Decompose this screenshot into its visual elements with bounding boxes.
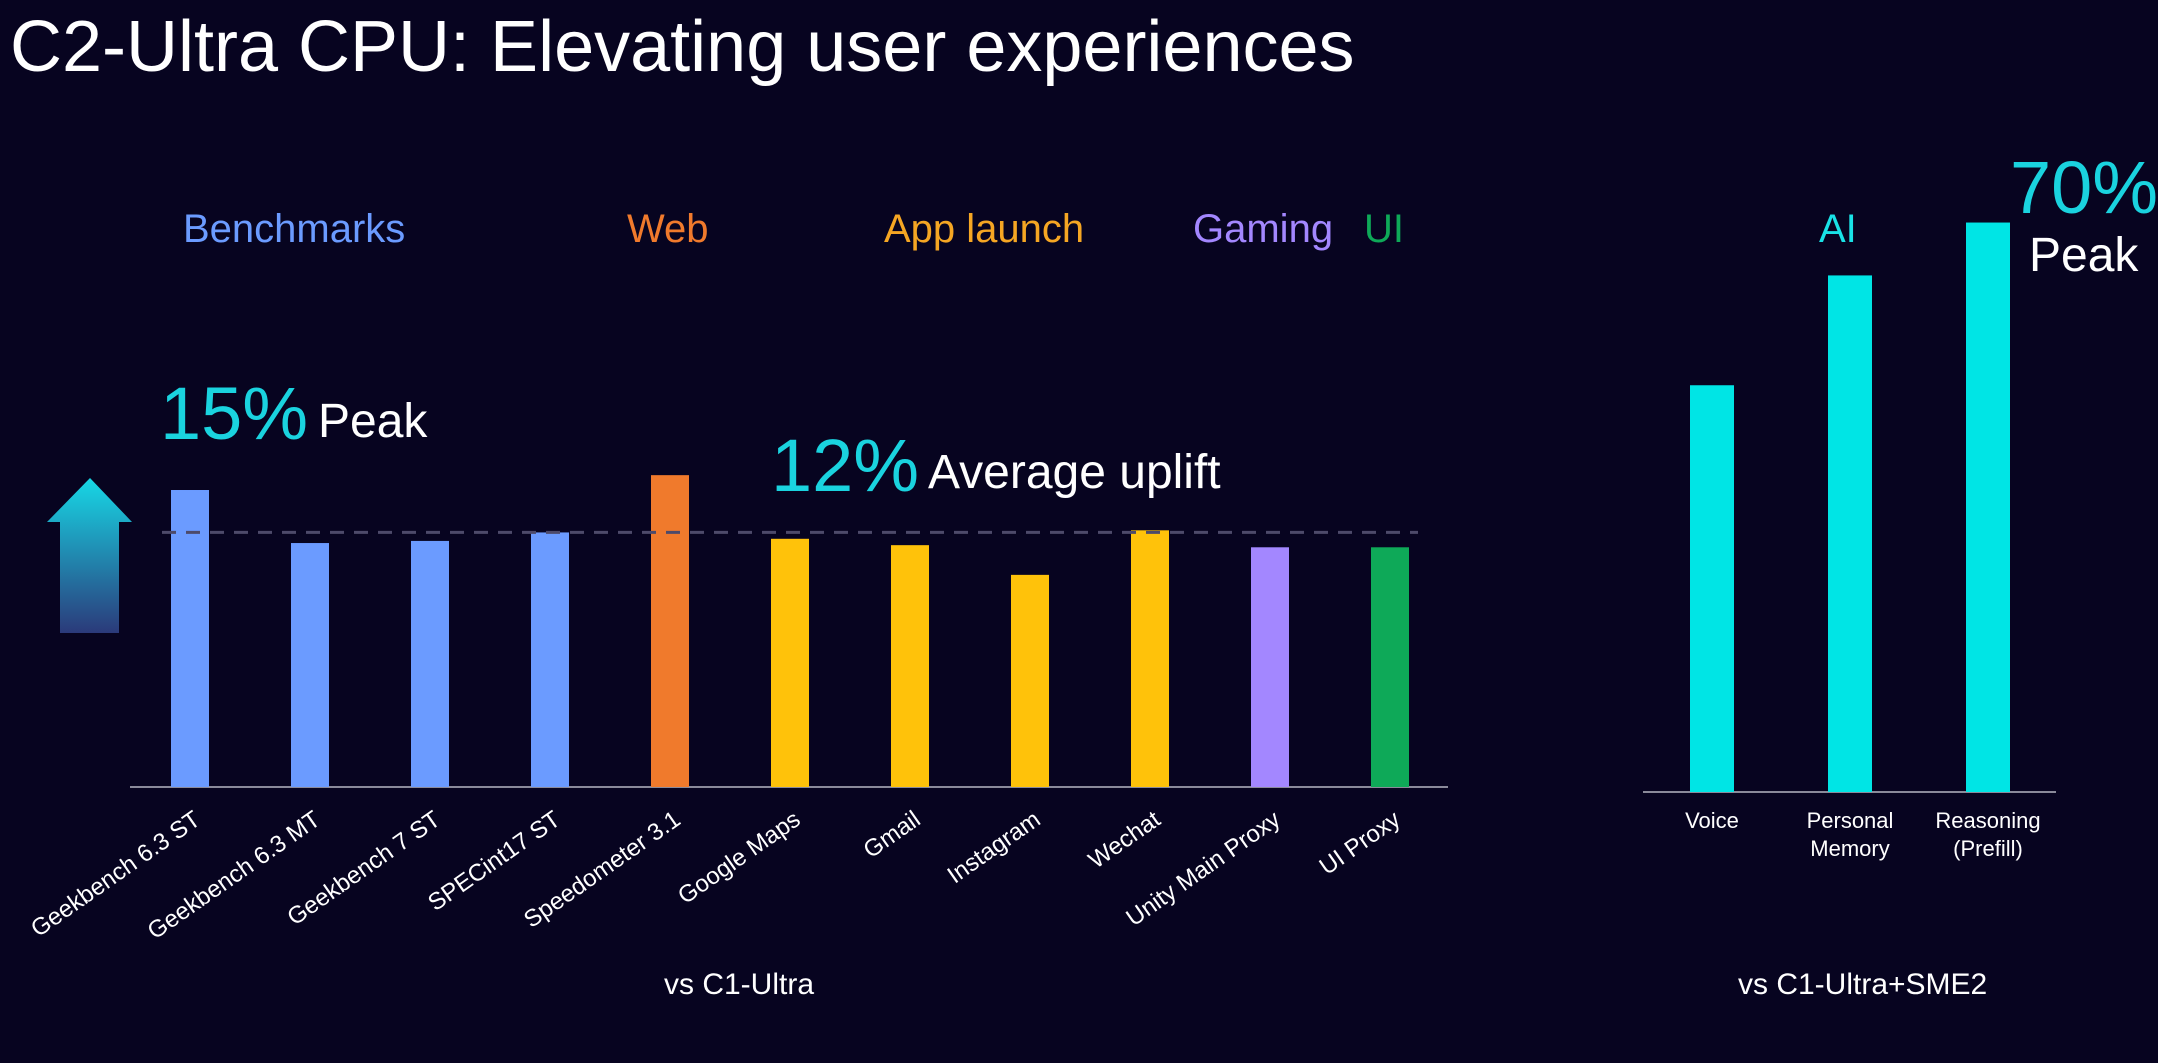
bar-google-maps <box>771 538 809 787</box>
x-tick-label: Voice <box>1685 808 1739 833</box>
average-uplift-label: Average uplift <box>928 446 1221 499</box>
x-tick-label: Google Maps <box>673 806 805 910</box>
x-tick-label: UI Proxy <box>1315 806 1406 881</box>
uplift-arrow-icon <box>47 478 132 633</box>
peak-right-value: 70% <box>2010 146 2158 229</box>
category-header-app-launch: App launch <box>884 207 1085 251</box>
bar-specint17-st <box>531 532 569 787</box>
chart-right: Voice Personal Memory Reasoning (Prefill) <box>1643 222 2056 861</box>
slide-title: C2-Ultra CPU: Elevating user experiences <box>10 7 1355 87</box>
bar-wechat <box>1131 530 1169 787</box>
peak-left-label: Peak <box>318 395 428 448</box>
bar-reasoning-prefill <box>1966 222 2010 793</box>
bar-unity-main-proxy <box>1251 547 1289 787</box>
category-header-web: Web <box>627 207 709 251</box>
bar-geekbench-6-3-st <box>171 490 209 787</box>
x-tick-label: Gmail <box>859 806 926 864</box>
bar-ui-proxy <box>1371 547 1409 787</box>
x-tick-label: Reasoning (Prefill) <box>1935 808 2040 861</box>
category-header-ai: AI <box>1819 207 1857 251</box>
x-tick-label: Wechat <box>1084 806 1166 875</box>
peak-right-label: Peak <box>2029 229 2139 282</box>
bar-geekbench-7-st <box>411 540 449 787</box>
peak-left-value: 15% <box>160 372 309 455</box>
category-header-ui: UI <box>1364 207 1404 251</box>
x-tick-label: Personal Memory <box>1807 808 1894 861</box>
bar-geekbench-6-3-mt <box>291 543 329 787</box>
bar-instagram <box>1011 574 1049 787</box>
x-axis-label-left: vs C1-Ultra <box>664 968 815 1001</box>
average-uplift-value: 12% <box>771 424 920 507</box>
bar-speedometer-3-1 <box>651 475 689 787</box>
category-header-benchmarks: Benchmarks <box>183 207 406 251</box>
x-axis-label-right: vs C1-Ultra+SME2 <box>1738 968 1988 1001</box>
category-header-gaming: Gaming <box>1193 207 1334 251</box>
bar-gmail <box>891 545 929 787</box>
x-tick-label: Instagram <box>943 806 1046 889</box>
bar-personal-memory <box>1828 275 1872 792</box>
bar-voice <box>1690 385 1734 792</box>
